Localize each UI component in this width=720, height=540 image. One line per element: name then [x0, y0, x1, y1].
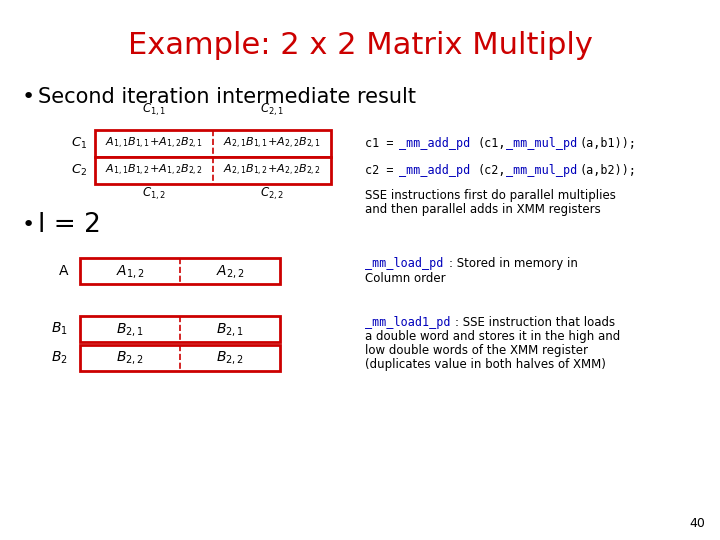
Text: $C_2$: $C_2$: [71, 163, 87, 178]
Text: l = 2: l = 2: [38, 212, 101, 238]
Text: Column order: Column order: [365, 273, 446, 286]
Text: $B_1$: $B_1$: [51, 321, 68, 337]
Text: $A_{1,1}B_{1,1}{+}A_{1,2}B_{2,1}$: $A_{1,1}B_{1,1}{+}A_{1,2}B_{2,1}$: [105, 136, 203, 151]
Text: $C_{2,2}$: $C_{2,2}$: [260, 186, 284, 202]
Text: _mm_mul_pd: _mm_mul_pd: [506, 137, 577, 150]
Bar: [80, 316, 280, 342]
Text: $B_{2,2}$: $B_{2,2}$: [116, 349, 144, 367]
Text: A: A: [58, 264, 68, 278]
Text: (a,b2));: (a,b2));: [579, 164, 636, 177]
Text: $C_{1,2}$: $C_{1,2}$: [142, 186, 166, 202]
Text: c2 =: c2 =: [365, 164, 400, 177]
Text: •: •: [22, 87, 35, 107]
Text: $B_{2,1}$: $B_{2,1}$: [216, 321, 244, 338]
Text: : SSE instruction that loads: : SSE instruction that loads: [455, 316, 615, 329]
Text: $A_{2,1}B_{1,2}{+}A_{2,2}B_{2,2}$: $A_{2,1}B_{1,2}{+}A_{2,2}B_{2,2}$: [223, 163, 321, 178]
Bar: [80, 345, 280, 371]
Text: : Stored in memory in: : Stored in memory in: [449, 258, 578, 271]
Text: _mm_load1_pd: _mm_load1_pd: [365, 316, 451, 329]
Text: and then parallel adds in XMM registers: and then parallel adds in XMM registers: [365, 203, 600, 216]
Text: $B_2$: $B_2$: [51, 350, 68, 366]
Text: $A_{1,2}$: $A_{1,2}$: [116, 262, 144, 280]
Text: $C_1$: $C_1$: [71, 136, 87, 151]
Text: _mm_mul_pd: _mm_mul_pd: [506, 164, 577, 177]
Text: low double words of the XMM register: low double words of the XMM register: [365, 344, 588, 357]
Text: $C_{2,1}$: $C_{2,1}$: [260, 102, 284, 118]
Text: SSE instructions first do parallel multiplies: SSE instructions first do parallel multi…: [365, 189, 616, 202]
Text: $B_{2,2}$: $B_{2,2}$: [216, 349, 244, 367]
Text: _mm_add_pd: _mm_add_pd: [399, 164, 470, 177]
Text: 40: 40: [689, 517, 705, 530]
Text: $B_{2,1}$: $B_{2,1}$: [116, 321, 144, 338]
Text: c1 =: c1 =: [365, 137, 400, 150]
Text: (c1,: (c1,: [477, 137, 505, 150]
Text: (duplicates value in both halves of XMM): (duplicates value in both halves of XMM): [365, 358, 606, 371]
Text: _mm_load_pd: _mm_load_pd: [365, 258, 444, 271]
Bar: [95, 157, 331, 184]
Text: $A_{2,2}$: $A_{2,2}$: [216, 262, 244, 280]
Text: a double word and stores it in the high and: a double word and stores it in the high …: [365, 330, 620, 343]
Text: _mm_add_pd: _mm_add_pd: [399, 137, 470, 150]
Text: (c2,: (c2,: [477, 164, 505, 177]
Text: •: •: [22, 215, 35, 235]
Bar: [80, 258, 280, 284]
Bar: [95, 130, 331, 157]
Text: $C_{1,1}$: $C_{1,1}$: [142, 102, 166, 118]
Text: $A_{2,1}B_{1,1}{+}A_{2,2}B_{2,1}$: $A_{2,1}B_{1,1}{+}A_{2,2}B_{2,1}$: [223, 136, 321, 151]
Text: (a,b1));: (a,b1));: [579, 137, 636, 150]
Text: Example: 2 x 2 Matrix Multiply: Example: 2 x 2 Matrix Multiply: [127, 30, 593, 59]
Text: Second iteration intermediate result: Second iteration intermediate result: [38, 87, 416, 107]
Text: $A_{1,1}B_{1,2}{+}A_{1,2}B_{2,2}$: $A_{1,1}B_{1,2}{+}A_{1,2}B_{2,2}$: [105, 163, 203, 178]
